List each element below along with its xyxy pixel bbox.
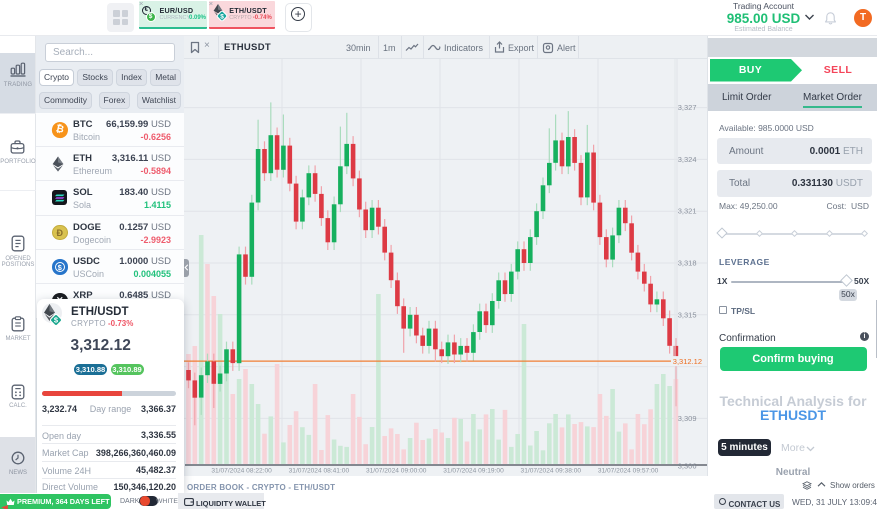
svg-text:3,318: 3,318: [678, 259, 697, 268]
svg-text:3,312.12: 3,312.12: [673, 357, 702, 366]
svg-text:3,315: 3,315: [678, 310, 697, 319]
svg-text:31/07/2024 09:00:00: 31/07/2024 09:00:00: [366, 468, 427, 475]
svg-text:3,327: 3,327: [678, 103, 697, 112]
svg-text:3,324: 3,324: [678, 155, 697, 164]
svg-text:31/07/2024 09:57:00: 31/07/2024 09:57:00: [598, 468, 659, 475]
svg-text:$: $: [53, 316, 58, 325]
svg-text:$: $: [220, 13, 224, 20]
svg-text:31/07/2024 08:41:00: 31/07/2024 08:41:00: [289, 468, 350, 475]
svg-text:3,306: 3,306: [678, 462, 697, 471]
svg-text:31/07/2024 09:19:00: 31/07/2024 09:19:00: [443, 468, 504, 475]
svg-text:3,309: 3,309: [678, 414, 697, 423]
svg-text:3,321: 3,321: [678, 207, 697, 216]
svg-text:31/07/2024 09:38:00: 31/07/2024 09:38:00: [521, 468, 582, 475]
svg-text:31/07/2024 08:22:00: 31/07/2024 08:22:00: [211, 468, 272, 475]
